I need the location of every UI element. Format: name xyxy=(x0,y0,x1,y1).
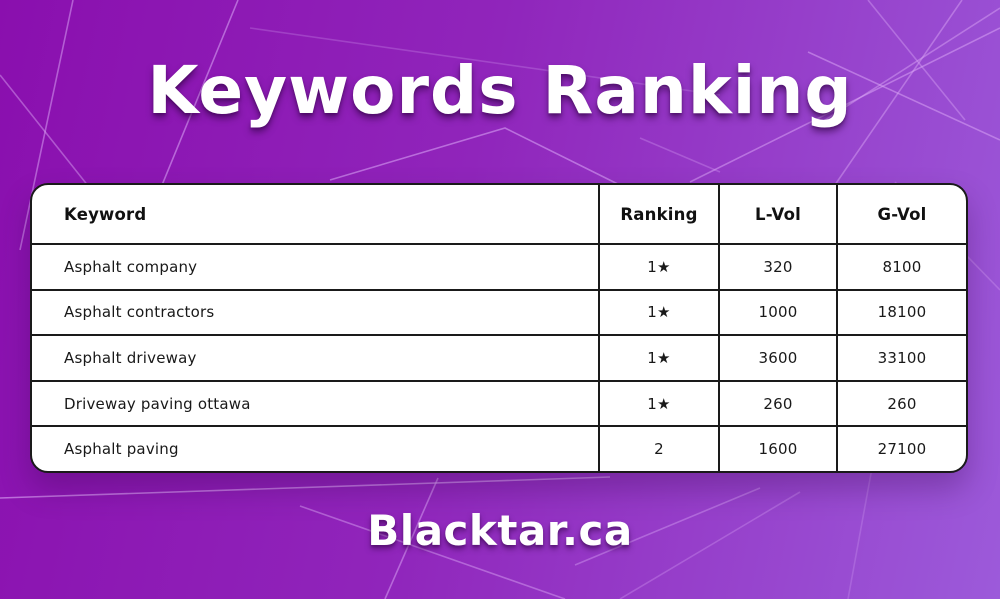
header-g-vol: G-Vol xyxy=(836,185,966,243)
page-title: Keywords Ranking xyxy=(147,52,853,129)
cell-g-vol: 8100 xyxy=(836,243,966,289)
cell-g-vol: 260 xyxy=(836,379,966,426)
brand-name: Blacktar.ca xyxy=(367,506,633,555)
cell-l-vol: 3600 xyxy=(718,334,836,380)
cell-ranking: 1★ xyxy=(598,334,718,380)
cell-ranking: 2 xyxy=(598,425,718,471)
header-keyword: Keyword xyxy=(64,204,147,224)
cell-keyword: Asphalt contractors xyxy=(32,288,598,335)
cell-keyword: Asphalt company xyxy=(32,243,598,289)
cell-l-vol: 1600 xyxy=(718,425,836,471)
cell-g-vol: 27100 xyxy=(836,425,966,471)
cell-g-vol: 18100 xyxy=(836,288,966,335)
cell-l-vol: 320 xyxy=(718,243,836,289)
header-l-vol: L-Vol xyxy=(718,185,836,243)
cell-g-vol: 33100 xyxy=(836,334,966,380)
cell-ranking: 1★ xyxy=(598,379,718,426)
cell-l-vol: 1000 xyxy=(718,288,836,335)
cell-keyword: Driveway paving ottawa xyxy=(32,379,598,426)
cell-keyword: Asphalt paving xyxy=(32,425,598,471)
cell-keyword: Asphalt driveway xyxy=(32,334,598,380)
cell-ranking: 1★ xyxy=(598,288,718,335)
keywords-ranking-table: Keyword Ranking L-Vol G-Vol Asphalt comp… xyxy=(30,183,968,473)
header-ranking: Ranking xyxy=(598,185,718,243)
cell-l-vol: 260 xyxy=(718,379,836,426)
cell-ranking: 1★ xyxy=(598,243,718,289)
